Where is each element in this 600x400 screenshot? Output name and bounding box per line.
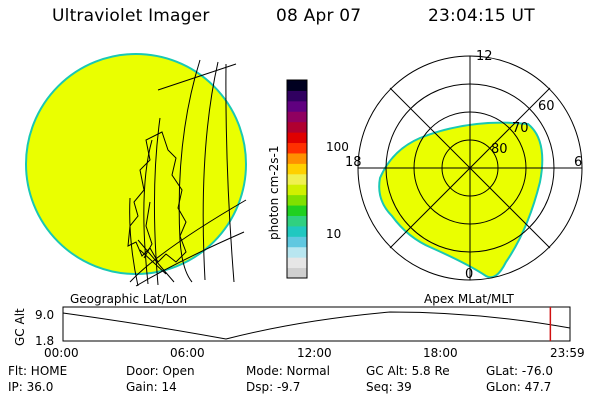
colorbar-segment — [287, 121, 307, 133]
status-door: Door: Open — [126, 364, 195, 378]
timeline-x-tick: 18:00 — [423, 346, 458, 360]
colorbar-segment — [287, 246, 307, 258]
status-gc-alt: GC Alt: 5.8 Re — [366, 364, 450, 378]
colorbar-segment — [287, 142, 307, 154]
latitude-line — [135, 231, 245, 287]
colorbar-unit-label: photon cm-2s-1 — [267, 146, 281, 241]
observation-time: 23:04:15 UT — [428, 6, 535, 26]
longitude-line — [178, 59, 201, 283]
lat-label-70: 70 — [512, 121, 529, 136]
timeline-x-tick: 12:00 — [297, 346, 332, 360]
colorbar-segment — [287, 267, 307, 279]
mlt-line-diag — [389, 87, 551, 249]
colorbar-segment — [287, 173, 307, 185]
longitude-line — [153, 117, 161, 286]
colorbar-segment — [287, 194, 307, 206]
altitude-curve — [62, 311, 571, 340]
mlt-label-0: 0 — [465, 267, 473, 282]
status-mode: Mode: Normal — [246, 364, 330, 378]
latitude-line — [157, 63, 237, 91]
longitude-line — [129, 197, 139, 287]
timeline-y-tick-max: 9.0 — [35, 308, 54, 322]
antarctic-coastline — [127, 131, 187, 263]
status-glat: GLat: -76.0 — [486, 364, 553, 378]
coastline-detail — [143, 201, 153, 259]
latitude-line — [129, 199, 247, 283]
status-dsp: Dsp: -9.7 — [246, 380, 301, 394]
mlt-label-18: 18 — [345, 155, 362, 170]
colorbar-frame — [286, 79, 308, 279]
colorbar-tick-10: 10 — [326, 227, 341, 241]
timeline-y-tick-min: 1.8 — [35, 334, 54, 348]
colorbar-segment — [287, 152, 307, 164]
longitude-line — [225, 63, 235, 283]
apex-caption: Apex MLat/MLT — [424, 292, 514, 306]
status-ip: IP: 36.0 — [8, 380, 54, 394]
geographic-image — [25, 53, 247, 287]
timeline-x-tick: 00:00 — [44, 346, 79, 360]
status-seq: Seq: 39 — [366, 380, 412, 394]
colorbar-segment — [287, 215, 307, 227]
geographic-caption: Geographic Lat/Lon — [70, 292, 187, 306]
polar-plot: 12 18 6 0 60 70 80 — [345, 49, 583, 282]
timeline-frame — [62, 306, 571, 342]
timeline-x-tick: 23:59 — [550, 346, 585, 360]
colorbar-segment — [287, 236, 307, 248]
observation-date: 08 Apr 07 — [276, 6, 362, 26]
colorbar-segment — [287, 225, 307, 237]
auroral-oval — [378, 121, 544, 279]
geographic-grid — [127, 59, 247, 287]
colorbar-segment — [287, 184, 307, 196]
colorbar-segment — [287, 100, 307, 112]
status-flight: Flt: HOME — [8, 364, 68, 378]
timeline-axis-title: GC Alt — [13, 308, 27, 346]
colorbar-segment — [287, 132, 307, 144]
altitude-timeline: GC Alt 9.0 1.8 00:00 06:00 12:00 18:00 2… — [13, 306, 585, 360]
colorbar-segment — [287, 257, 307, 269]
colorbar-tick-100: 100 — [326, 140, 349, 154]
mlt-label-12: 12 — [476, 49, 493, 64]
longitude-line — [202, 61, 219, 281]
status-glon: GLon: 47.7 — [486, 380, 552, 394]
status-gain: Gain: 14 — [126, 380, 177, 394]
colorbar-segment — [287, 90, 307, 102]
colorbar-segment — [287, 163, 307, 175]
colorbar-segment — [287, 80, 307, 91]
longitude-line — [143, 139, 153, 285]
lat-label-60: 60 — [538, 99, 555, 114]
mlt-label-6: 6 — [574, 155, 582, 170]
lat-label-80: 80 — [491, 142, 508, 157]
intensity-colorbar — [286, 79, 308, 279]
colorbar-segment — [287, 111, 307, 123]
timeline-x-tick: 06:00 — [170, 346, 205, 360]
colorbar-segment — [287, 205, 307, 216]
instrument-title: Ultraviolet Imager — [52, 6, 210, 26]
